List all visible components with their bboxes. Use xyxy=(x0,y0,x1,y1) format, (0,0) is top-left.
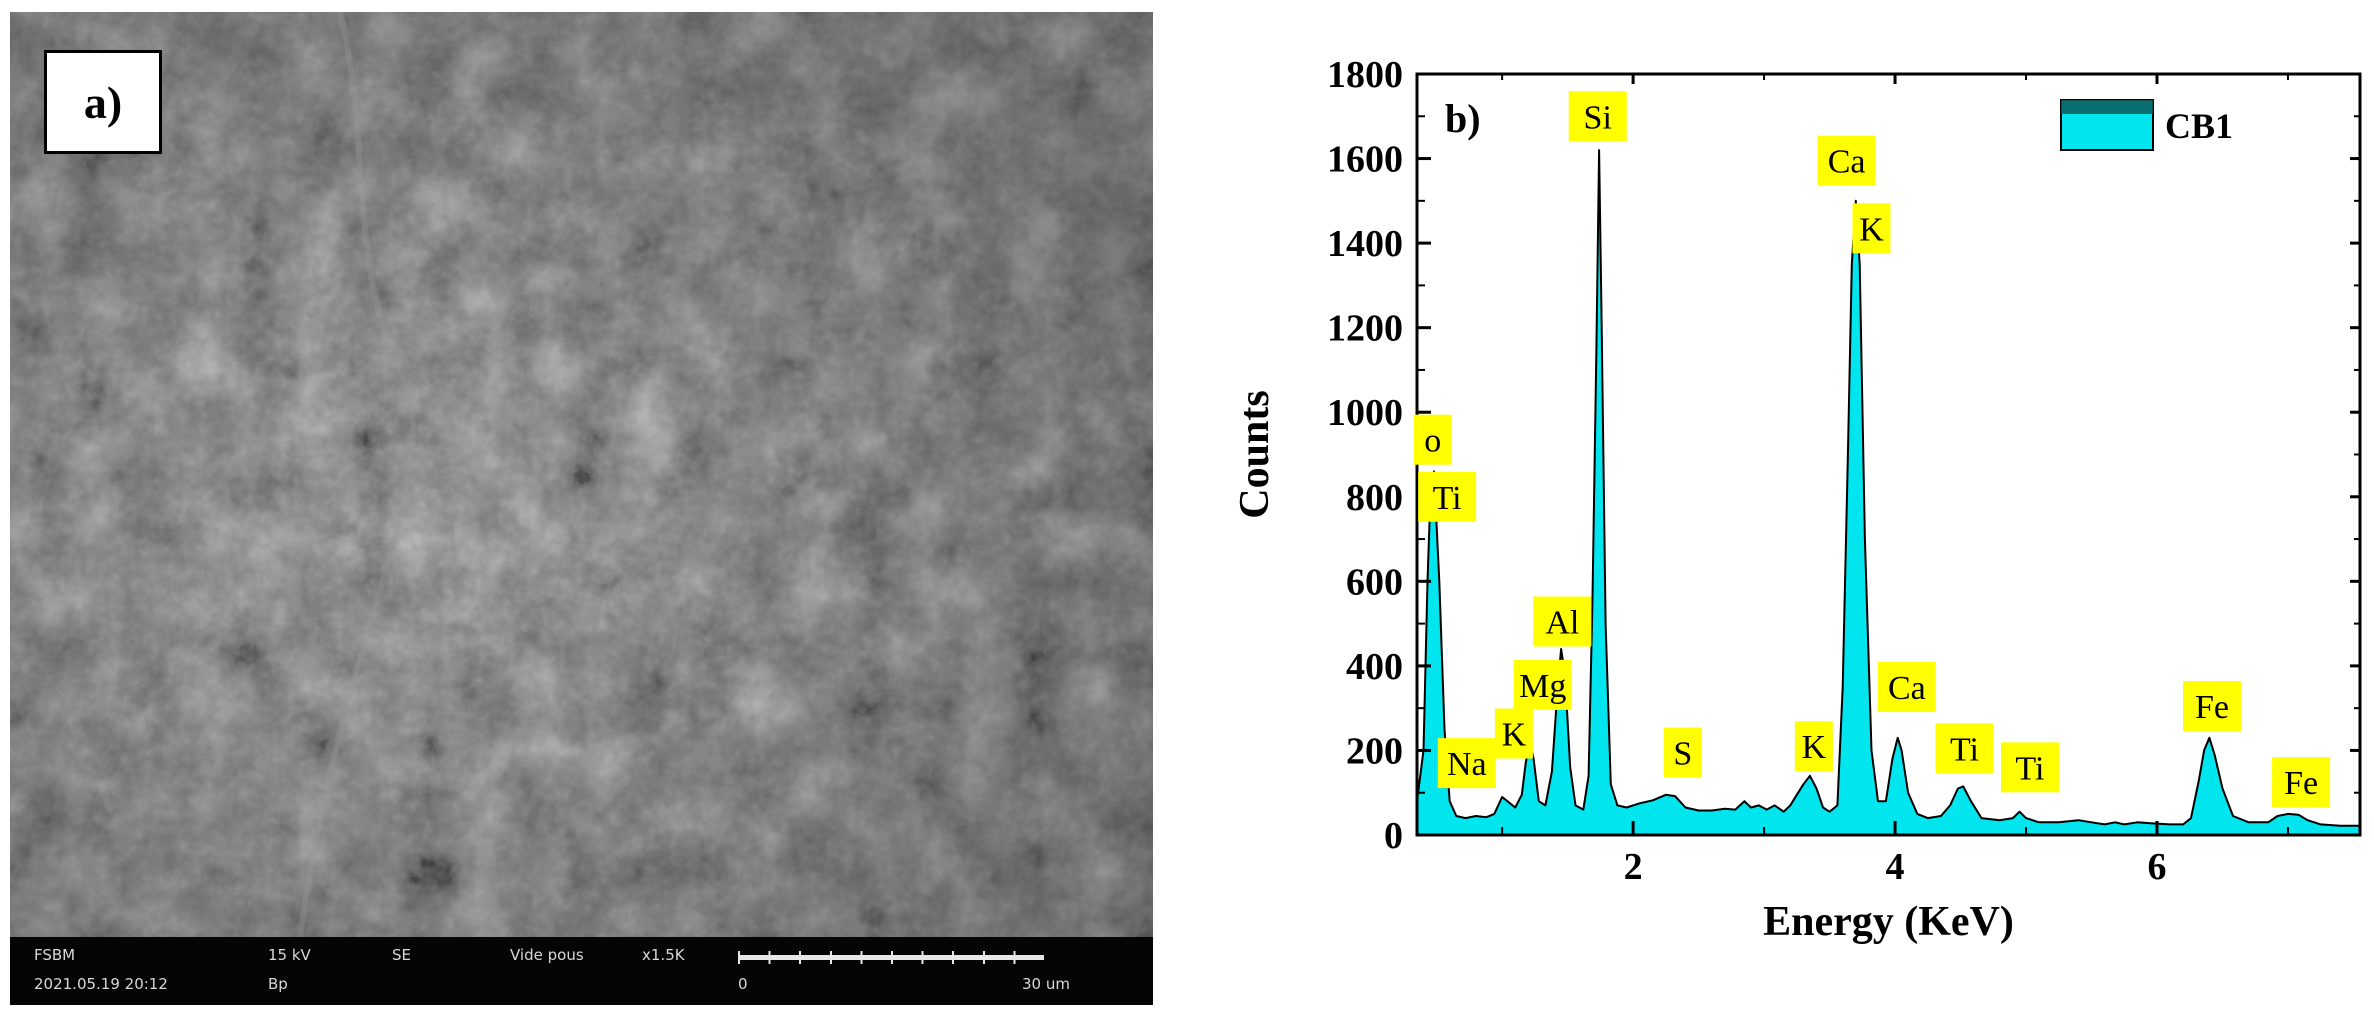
y-tick-label: 400 xyxy=(1346,646,1403,688)
element-label: S xyxy=(1673,736,1692,773)
element-label-box xyxy=(1513,659,1572,710)
eds-spectrum-svg: 0 200 400 600 800 1000 1200 1400 1600 1800 2 4 6 Ener… xyxy=(1232,54,2362,945)
element-label: K xyxy=(1502,717,1527,754)
element-label: Ti xyxy=(1433,480,1462,517)
scale-bar xyxy=(738,955,1044,960)
element-label: Si xyxy=(1584,99,1612,136)
element-label-box xyxy=(1418,471,1477,522)
y-tick-label: 0 xyxy=(1384,815,1403,857)
sem-datetime: 2021.05.19 20:12 xyxy=(34,975,168,993)
element-label-box xyxy=(1817,135,1876,186)
x-axis-title: Energy (KeV) xyxy=(1763,899,2014,945)
element-label: Ca xyxy=(1888,670,1926,707)
scale-bar-min-label: 0 xyxy=(738,975,748,993)
element-label: Ca xyxy=(1828,144,1866,181)
element-label-box xyxy=(1852,203,1891,254)
x-tick-label: 6 xyxy=(2147,846,2166,888)
sem-micrograph-image: a) xyxy=(10,12,1153,937)
y-tick-label: 1600 xyxy=(1327,139,1403,181)
element-label-box xyxy=(1877,662,1936,713)
element-label: Fe xyxy=(2195,689,2229,726)
sem-extra-field: Bp xyxy=(268,975,288,993)
y-tick-label: 600 xyxy=(1346,561,1403,603)
sem-micrograph-panel: a) FSBM 2021.05.19 20:12 15 kV Bp SE Vid… xyxy=(10,12,1153,1005)
element-label-box xyxy=(2272,757,2331,808)
y-tick-label: 1200 xyxy=(1327,308,1403,350)
sem-detector: SE xyxy=(392,946,411,964)
y-tick-label: 1400 xyxy=(1327,223,1403,265)
sem-voltage: 15 kV xyxy=(268,946,311,964)
element-label: o xyxy=(1424,423,1441,460)
element-label-box xyxy=(1568,91,1627,142)
legend-label-cb1: CB1 xyxy=(2165,106,2233,146)
element-label-box xyxy=(2000,742,2059,793)
element-label: K xyxy=(1859,211,1884,248)
y-tick-label: 1800 xyxy=(1327,54,1403,96)
element-label: Fe xyxy=(2284,765,2318,802)
y-tick-label: 800 xyxy=(1346,477,1403,519)
element-label-box xyxy=(1437,738,1496,789)
element-label: Mg xyxy=(1519,668,1566,705)
element-label: K xyxy=(1802,729,1827,766)
element-label: Ti xyxy=(1950,731,1979,768)
element-label: Ti xyxy=(2015,750,2044,787)
x-tick-label: 4 xyxy=(1886,846,1905,888)
element-label-box xyxy=(1413,414,1452,465)
eds-spectrum-chart: 0 200 400 600 800 1000 1200 1400 1600 1800 2 4 6 Ener… xyxy=(1170,0,2374,1017)
element-label-box xyxy=(1663,727,1702,778)
element-label: Na xyxy=(1447,746,1487,783)
element-label-box xyxy=(1794,721,1833,772)
element-label-box xyxy=(1935,723,1994,774)
element-label-box xyxy=(2183,681,2242,732)
sem-lab-name: FSBM xyxy=(34,946,76,964)
element-label-box xyxy=(1494,708,1533,759)
sem-magnification: x1.5K xyxy=(642,946,685,964)
scale-bar-max-label: 30 um xyxy=(1022,975,1070,993)
sem-vacuum-mode: Vide pous xyxy=(510,946,584,964)
sem-info-bar: FSBM 2021.05.19 20:12 15 kV Bp SE Vide p… xyxy=(10,937,1153,1005)
panel-a-label: a) xyxy=(44,50,162,154)
panel-b-label: b) xyxy=(1445,96,1481,141)
element-label: Al xyxy=(1545,604,1579,641)
y-tick-label: 1000 xyxy=(1327,392,1403,434)
y-axis-title: Counts xyxy=(1232,390,1278,518)
legend-swatch-shade xyxy=(2061,100,2153,114)
y-tick-label: 200 xyxy=(1346,730,1403,772)
element-label-box xyxy=(1533,596,1592,647)
x-tick-label: 2 xyxy=(1624,846,1643,888)
